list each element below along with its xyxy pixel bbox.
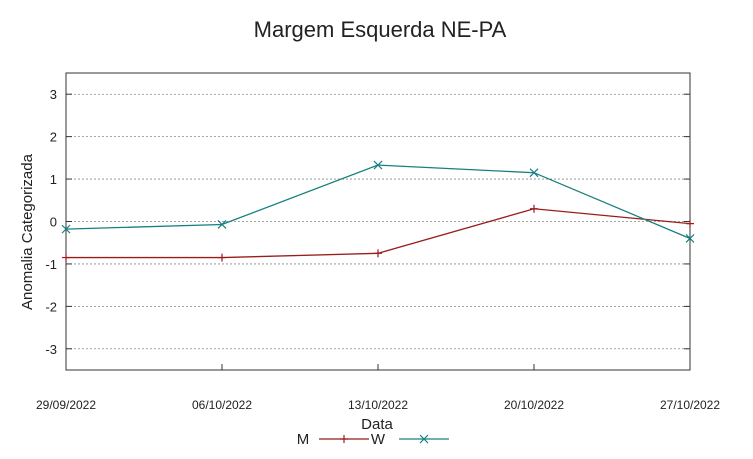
series-layer (61, 160, 695, 262)
x-ticks: 29/09/2022 06/10/2022 13/10/2022 20/10/2022… (36, 364, 720, 412)
y-tick-label: -1 (45, 257, 57, 272)
y-tick-label: 3 (50, 87, 57, 102)
x-tick-label: 13/10/2022 (348, 398, 408, 412)
data-point-W (373, 160, 383, 170)
gridlines (66, 93, 690, 350)
y-ticks: 3 2 1 0 -1 -2 -3 (45, 87, 690, 357)
data-point-M (374, 249, 382, 258)
legend-marker-M (340, 435, 348, 443)
data-point-M (686, 219, 694, 228)
data-point-W (529, 168, 539, 178)
x-axis-label: Data (361, 416, 393, 433)
data-point-W (217, 220, 227, 229)
y-tick-label: -3 (45, 342, 57, 357)
x-tick-label: 27/10/2022 (660, 398, 720, 412)
data-point-W (685, 234, 695, 243)
legend-label-W: W (371, 431, 386, 448)
series-line-W (65, 164, 691, 240)
chart-title: Margem Esquerda NE-PA (254, 17, 507, 42)
y-tick-label: 2 (50, 130, 57, 145)
y-tick-label: 0 (50, 215, 57, 230)
legend-label-M: M (297, 431, 310, 448)
data-point-M (530, 204, 538, 213)
x-tick-label: 20/10/2022 (504, 398, 564, 412)
y-tick-label: 1 (50, 172, 57, 187)
data-point-W (61, 224, 71, 234)
legend-marker-W (419, 434, 429, 444)
x-tick-label: 06/10/2022 (192, 398, 252, 412)
x-tick-label: 29/09/2022 (36, 398, 96, 412)
data-point-M (218, 253, 226, 262)
y-tick-label: -2 (45, 299, 57, 314)
y-axis-label: Anomalia Categorizada (19, 153, 36, 310)
data-point-M (62, 253, 70, 262)
